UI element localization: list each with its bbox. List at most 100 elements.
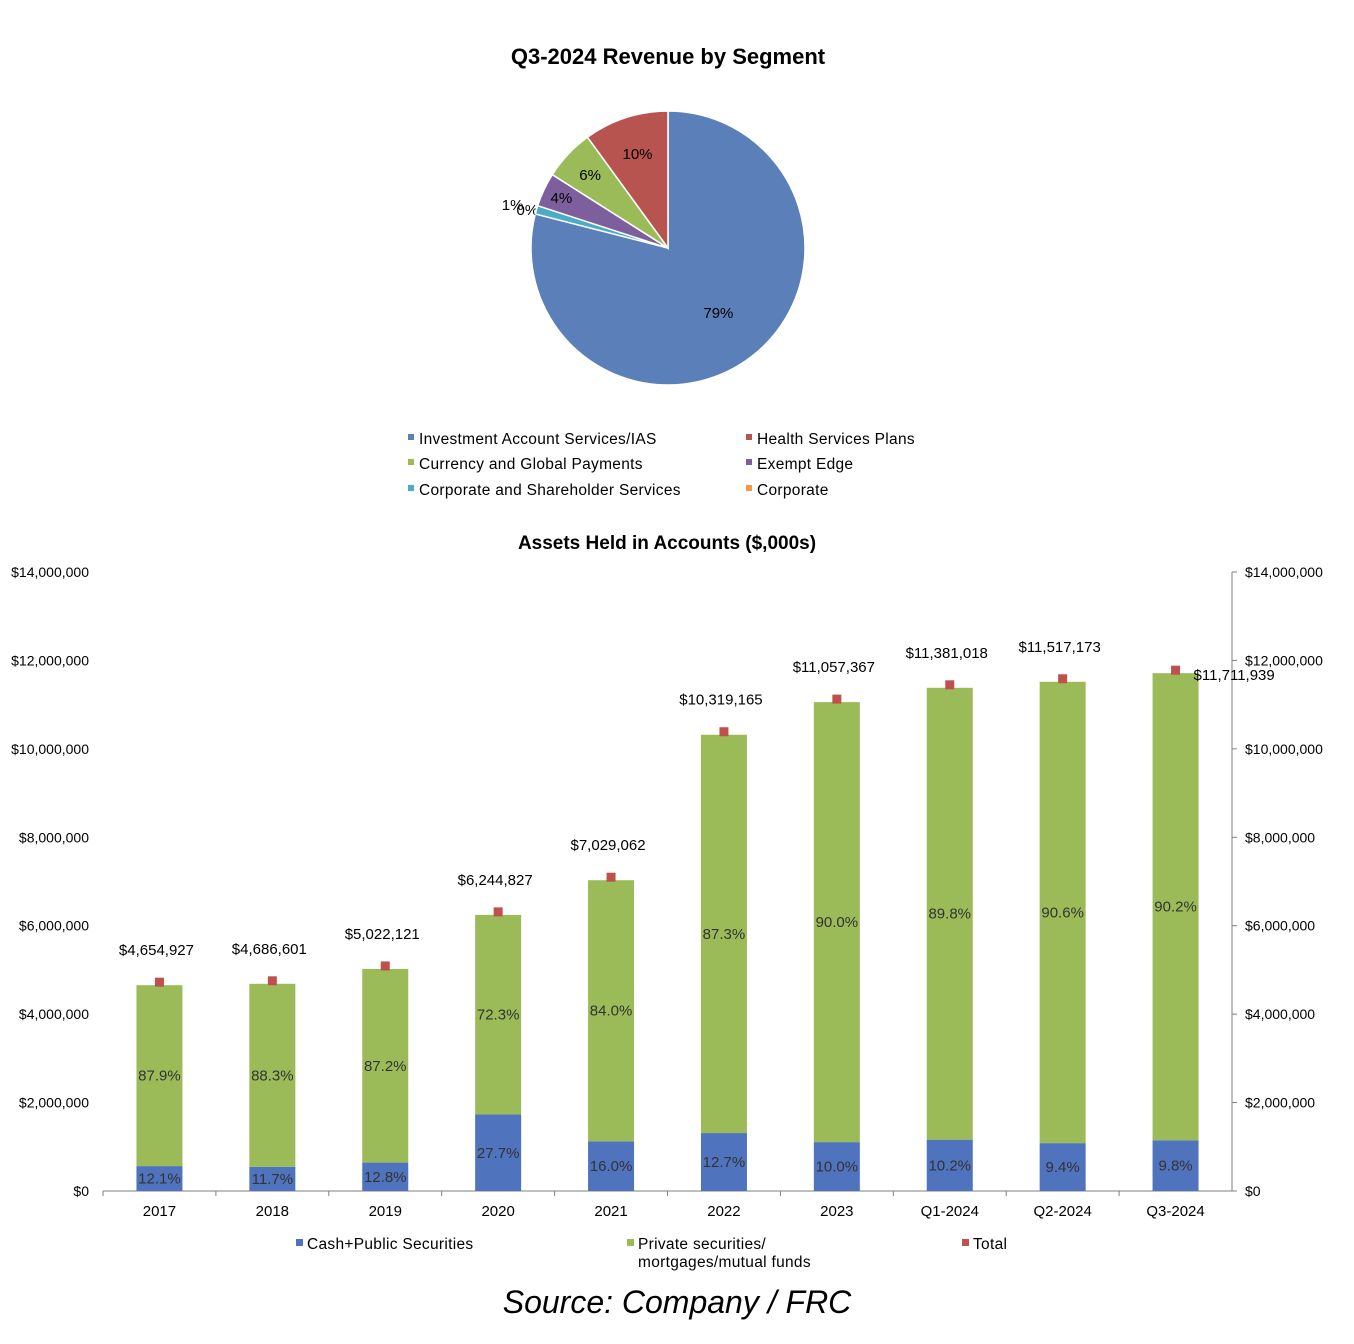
bar-cash-segment (588, 1141, 635, 1191)
private-share-label: 84.0% (590, 1003, 633, 1020)
bar-cash-segment (700, 1133, 747, 1191)
legend-swatch (746, 459, 752, 465)
total-value-label: $10,319,165 (679, 692, 762, 709)
bar-cash-segment (475, 1114, 522, 1191)
cash-share-label: 12.1% (138, 1171, 181, 1188)
y-tick-label: $12,000,000 (11, 652, 89, 668)
total-marker (267, 976, 277, 986)
x-tick-label: Q2-2024 (1033, 1203, 1091, 1220)
legend-swatch (408, 485, 414, 491)
x-tick-label: 2023 (820, 1203, 853, 1220)
pie-slice-label: 1% (502, 197, 524, 214)
cash-share-label: 12.8% (364, 1169, 407, 1186)
legend-entry: Cash+Public Securities (307, 1236, 473, 1253)
bar-chart: 12.1% 87.9% $4,654,927 11.7% 88.3% $4,686,601… (119, 639, 1275, 1191)
bar-private-segment (926, 687, 973, 1140)
bar-chart-axes: $0 $0 $2,000,000 $2,000,000 $4,000,000 $4,000… (11, 564, 1323, 1220)
total-marker (945, 680, 955, 690)
bar-private-segment (249, 983, 296, 1167)
total-value-label: $7,029,062 (571, 837, 646, 854)
pie-chart-title: Q3-2024 Revenue by Segment (511, 44, 826, 69)
bar-cash-segment (926, 1139, 973, 1191)
private-share-label: 90.0% (816, 914, 859, 931)
secondary-y-tick-label: $4,000,000 (1245, 1006, 1315, 1022)
bar-legend: Cash+Public Securities Private securities… (296, 1236, 1007, 1271)
bar-cash-segment (249, 1166, 296, 1191)
private-share-label: 72.3% (477, 1007, 520, 1024)
cash-share-label: 10.2% (928, 1157, 971, 1174)
legend-swatch (746, 434, 752, 440)
bar-private-segment (700, 734, 747, 1134)
cash-share-label: 11.7% (252, 1171, 293, 1188)
total-marker (719, 727, 729, 737)
y-tick-label: $4,000,000 (19, 1006, 89, 1022)
secondary-y-tick-label: $2,000,000 (1245, 1095, 1315, 1111)
x-tick-label: Q3-2024 (1146, 1203, 1204, 1220)
x-tick-label: 2017 (143, 1203, 176, 1220)
y-tick-label: $2,000,000 (19, 1095, 89, 1111)
cash-share-label: 27.7% (477, 1145, 520, 1162)
private-share-label: 87.2% (364, 1058, 407, 1075)
cash-share-label: 12.7% (703, 1154, 746, 1171)
x-tick-label: 2021 (594, 1203, 627, 1220)
bar-private-segment (588, 880, 635, 1142)
bar-private-segment (813, 702, 860, 1143)
x-tick-label: Q1-2024 (921, 1203, 979, 1220)
private-share-label: 90.2% (1154, 899, 1197, 916)
private-share-label: 87.9% (138, 1068, 181, 1085)
secondary-y-tick-label: $12,000,000 (1245, 652, 1323, 668)
bar-private-segment (136, 985, 183, 1167)
total-value-label: $11,057,367 (793, 659, 875, 676)
y-tick-label: $0 (73, 1183, 89, 1199)
bar-private-segment (1039, 681, 1086, 1144)
cash-share-label: 16.0% (590, 1158, 633, 1175)
secondary-y-tick-label: $6,000,000 (1245, 918, 1315, 934)
bar-cash-segment (362, 1162, 409, 1191)
x-tick-label: 2019 (369, 1203, 402, 1220)
secondary-y-tick-label: $14,000,000 (1245, 564, 1323, 580)
bar-cash-segment (136, 1166, 183, 1191)
source-note: Source: Company / FRC (502, 1284, 852, 1320)
bar-private-segment (1152, 673, 1199, 1141)
total-value-label: $4,654,927 (119, 942, 194, 959)
secondary-y-tick-label: $8,000,000 (1245, 829, 1315, 845)
x-tick-label: 2022 (707, 1203, 740, 1220)
secondary-y-tick-label: $0 (1245, 1183, 1261, 1199)
cash-share-label: 9.8% (1158, 1158, 1192, 1175)
legend-entry: Investment Account Services/IAS (419, 431, 657, 448)
y-tick-label: $8,000,000 (19, 829, 89, 845)
legend-entry: Corporate (757, 482, 829, 499)
bar-cash-segment (1152, 1140, 1199, 1191)
legend-swatch (408, 434, 414, 440)
private-share-label: 90.6% (1041, 904, 1084, 921)
pie-chart: 79% 0%1% 4% 6% 10% (502, 110, 806, 386)
total-value-label: $6,244,827 (458, 872, 533, 889)
total-value-label: $11,517,173 (1018, 639, 1100, 656)
legend-entry: Total (973, 1236, 1007, 1253)
pie-slice-label: 10% (623, 146, 653, 163)
total-marker (606, 872, 616, 882)
bar-private-segment (362, 968, 409, 1163)
total-marker (832, 694, 842, 704)
pie-slice-label: 6% (579, 167, 601, 184)
legend-swatch (408, 459, 414, 465)
bar-private-segment (475, 914, 522, 1115)
total-marker (1058, 674, 1068, 684)
pie-slice-label: 4% (551, 190, 573, 207)
pie-legend: Investment Account Services/IAS Health Se… (408, 431, 915, 499)
pie-slice (586, 110, 669, 251)
cash-share-label: 9.4% (1046, 1159, 1080, 1176)
total-value-label: $11,381,018 (906, 645, 988, 662)
legend-swatch (627, 1239, 634, 1246)
total-marker (1171, 665, 1181, 675)
pie-slice-label: 0% (517, 202, 539, 219)
bar-chart-title: Assets Held in Accounts ($,000s) (518, 533, 816, 554)
private-share-label: 87.3% (703, 926, 746, 943)
total-value-label: $11,711,939 (1194, 667, 1275, 684)
legend-swatch (962, 1239, 969, 1246)
legend-entry: Private securities/ (638, 1236, 766, 1253)
x-tick-label: 2018 (256, 1203, 289, 1220)
legend-entry: Health Services Plans (757, 431, 915, 448)
total-value-label: $4,686,601 (232, 941, 307, 958)
